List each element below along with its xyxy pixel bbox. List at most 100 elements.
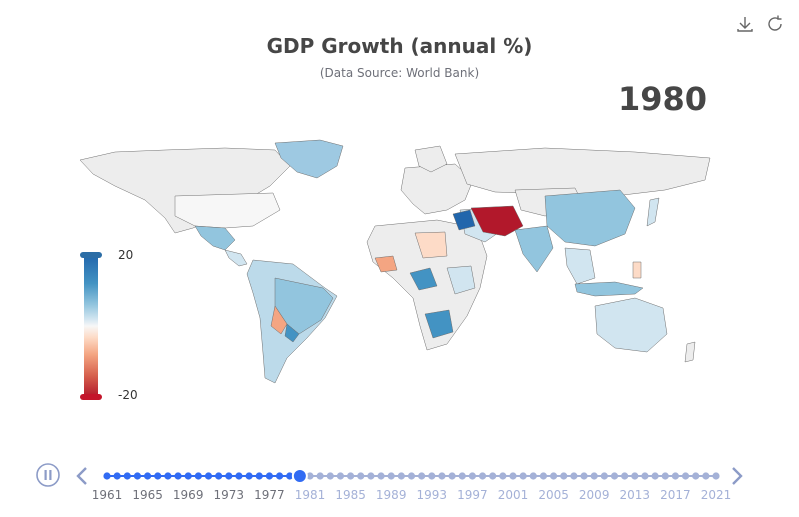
region-paraguay (284, 323, 300, 343)
timeline-dot-2009[interactable] (590, 472, 598, 480)
timeline-dot-1994[interactable] (438, 472, 446, 480)
timeline-dot-2014[interactable] (641, 472, 649, 480)
timeline-dot-1961[interactable] (103, 472, 111, 480)
timeline-dot-1977[interactable] (265, 472, 273, 480)
download-icon[interactable] (735, 14, 755, 34)
timeline-dot-1962[interactable] (113, 472, 121, 480)
timeline-dot-1975[interactable] (245, 472, 253, 480)
timeline-label-1985[interactable]: 1985 (335, 488, 366, 502)
timeline-dot-2000[interactable] (499, 472, 507, 480)
timeline-dot-1966[interactable] (154, 472, 162, 480)
timeline-label-1973[interactable]: 1973 (213, 488, 245, 502)
timeline-dot-1984[interactable] (336, 472, 345, 480)
timeline-label-1989[interactable]: 1989 (375, 488, 407, 502)
timeline-label-1981[interactable]: 1981 (294, 488, 326, 502)
timeline-dot-1967[interactable] (164, 472, 172, 480)
timeline-current-handle[interactable] (291, 468, 308, 484)
timeline-dot-1969[interactable] (184, 472, 192, 480)
timeline-dot-1990[interactable] (397, 472, 405, 480)
previous-button[interactable] (74, 466, 90, 486)
region-iraq (452, 209, 476, 231)
timeline-label-1977[interactable]: 1977 (254, 488, 285, 502)
timeline-dot-1971[interactable] (204, 472, 213, 480)
timeline: 1961 1965 1969 1973 1977 1981 1985 1989 1993 1997… (0, 458, 799, 508)
timeline-dot-1997[interactable] (468, 472, 476, 480)
timeline-dot-1964[interactable] (133, 472, 142, 480)
timeline-dot-1985[interactable] (347, 472, 355, 480)
timeline-label-1969[interactable]: 1969 (172, 488, 204, 502)
region-australia (594, 297, 668, 353)
timeline-dot-1993[interactable] (428, 472, 436, 480)
timeline-dot-1996[interactable] (458, 472, 466, 480)
timeline-dot-2005[interactable] (550, 472, 558, 480)
timeline-label-2005[interactable]: 2005 (538, 488, 569, 502)
timeline-dot-1978[interactable] (275, 472, 284, 480)
timeline-dot-2006[interactable] (560, 472, 568, 480)
pause-button[interactable] (36, 463, 60, 487)
timeline-dot-1986[interactable] (357, 472, 365, 480)
timeline-dot-1979[interactable] (286, 472, 294, 480)
timeline-label-1965[interactable]: 1965 (132, 488, 163, 502)
timeline-dot-2018[interactable] (681, 472, 690, 480)
current-year-label: 1980 (617, 80, 707, 118)
timeline-dot-2002[interactable] (519, 472, 527, 480)
legend-min-label: -20 (118, 388, 138, 402)
timeline-dot-2012[interactable] (621, 472, 629, 480)
timeline-dot-1983[interactable] (326, 472, 334, 480)
timeline-dot-1968[interactable] (174, 472, 182, 480)
timeline-label-1993[interactable]: 1993 (416, 488, 448, 502)
timeline-dot-1972[interactable] (215, 472, 223, 480)
refresh-icon[interactable] (765, 14, 785, 34)
region-west-africa-red (374, 255, 398, 273)
timeline-dot-2017[interactable] (671, 472, 680, 480)
timeline-dot-1999[interactable] (489, 472, 497, 480)
timeline-dot-1987[interactable] (367, 472, 375, 480)
chart-title: GDP Growth (annual %) (266, 34, 533, 58)
next-button[interactable] (729, 466, 745, 486)
timeline-dot-1991[interactable] (407, 472, 416, 480)
timeline-dot-2004[interactable] (539, 472, 548, 480)
timeline-label-1997[interactable]: 1997 (457, 488, 488, 502)
timeline-dot-2015[interactable] (651, 472, 659, 480)
timeline-dot-1989[interactable] (387, 472, 395, 480)
legend-gradient-bar[interactable] (80, 252, 102, 400)
timeline-label-1961[interactable]: 1961 (91, 488, 123, 502)
timeline-dot-1970[interactable] (194, 472, 202, 480)
toolbox (735, 14, 785, 34)
region-japan (646, 197, 660, 227)
timeline-dot-2001[interactable] (509, 472, 517, 480)
timeline-dot-1963[interactable] (123, 472, 131, 480)
timeline-label-2009[interactable]: 2009 (578, 488, 610, 502)
timeline-dot-2010[interactable] (600, 472, 608, 480)
timeline-dot-1981[interactable] (306, 472, 314, 480)
timeline-dot-2019[interactable] (692, 472, 700, 480)
timeline-dot-1965[interactable] (144, 472, 152, 480)
timeline-dot-2003[interactable] (529, 472, 537, 480)
timeline-dot-1998[interactable] (478, 472, 487, 480)
timeline-dot-1992[interactable] (418, 472, 426, 480)
timeline-dot-2011[interactable] (610, 472, 619, 480)
timeline-dot-1973[interactable] (225, 472, 233, 480)
timeline-dot-2020[interactable] (702, 472, 710, 480)
region-iran (470, 205, 524, 237)
timeline-label-2021[interactable]: 2021 (700, 488, 732, 502)
region-new-zealand (684, 341, 696, 363)
region-india (514, 225, 554, 273)
timeline-dot-1995[interactable] (448, 472, 456, 480)
timeline-dot-1974[interactable] (235, 472, 243, 480)
timeline-label-2001[interactable]: 2001 (497, 488, 529, 502)
timeline-label-2017[interactable]: 2017 (660, 488, 691, 502)
timeline-dot-1988[interactable] (377, 472, 385, 480)
region-mexico (194, 225, 236, 251)
timeline-track[interactable] (0, 458, 799, 508)
timeline-dot-1976[interactable] (255, 472, 263, 480)
timeline-dot-2008[interactable] (580, 472, 588, 480)
timeline-dot-1982[interactable] (316, 472, 324, 480)
timeline-dot-2016[interactable] (661, 472, 669, 480)
timeline-dot-2013[interactable] (631, 472, 639, 480)
region-russia (454, 147, 711, 197)
timeline-label-2013[interactable]: 2013 (619, 488, 651, 502)
timeline-dot-2021[interactable] (712, 472, 720, 480)
region-greenland (274, 139, 344, 179)
timeline-dot-2007[interactable] (570, 472, 578, 480)
